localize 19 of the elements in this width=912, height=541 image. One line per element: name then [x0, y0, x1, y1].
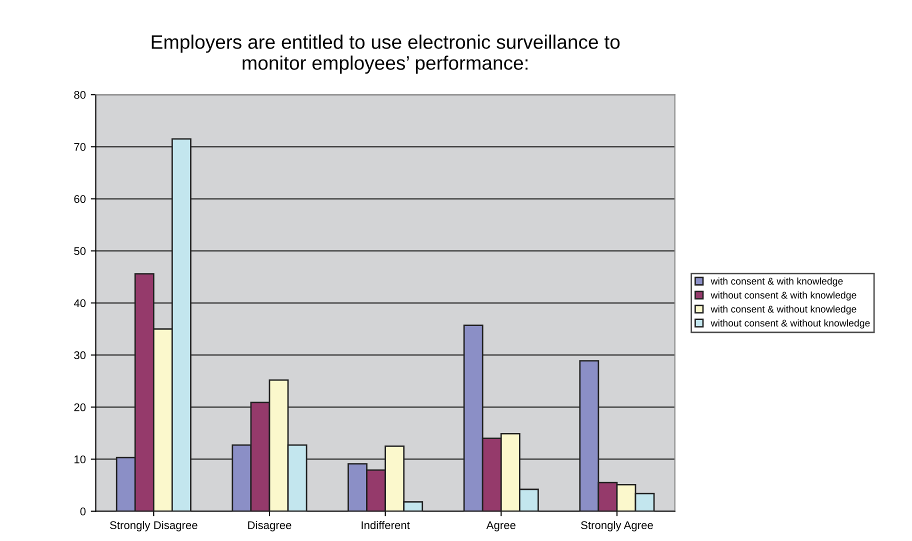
x-tick-label: Agree: [486, 521, 516, 532]
legend-label: with consent & without knowledge: [710, 305, 856, 315]
y-tick-label: 0: [80, 508, 86, 516]
x-tick-label: Indifferent: [362, 520, 410, 530]
y-tick-label: 10: [74, 455, 86, 464]
y-tick-label: 40: [74, 299, 86, 308]
y-tick-label: 80: [74, 90, 86, 99]
y-tick-label: 50: [74, 247, 86, 256]
x-tick-label: Strongly Disagree: [110, 520, 198, 532]
x-tick-label: Disagree: [248, 520, 292, 532]
y-tick-label: 60: [74, 195, 86, 203]
legend-label: with consent & with knowledge: [710, 277, 843, 287]
chart-title: Employers are entitled to use electronic surveillance to monitor employees’ performance:: [152, 34, 620, 74]
y-tick-label: 20: [74, 403, 86, 412]
legend-label: without consent & with knowledge: [710, 291, 856, 301]
x-tick-label: Strongly Agree: [581, 520, 653, 532]
y-tick-label: 30: [74, 351, 86, 360]
legend-label: without consent & without knowledge: [710, 319, 870, 328]
y-tick-label: 70: [74, 143, 86, 151]
